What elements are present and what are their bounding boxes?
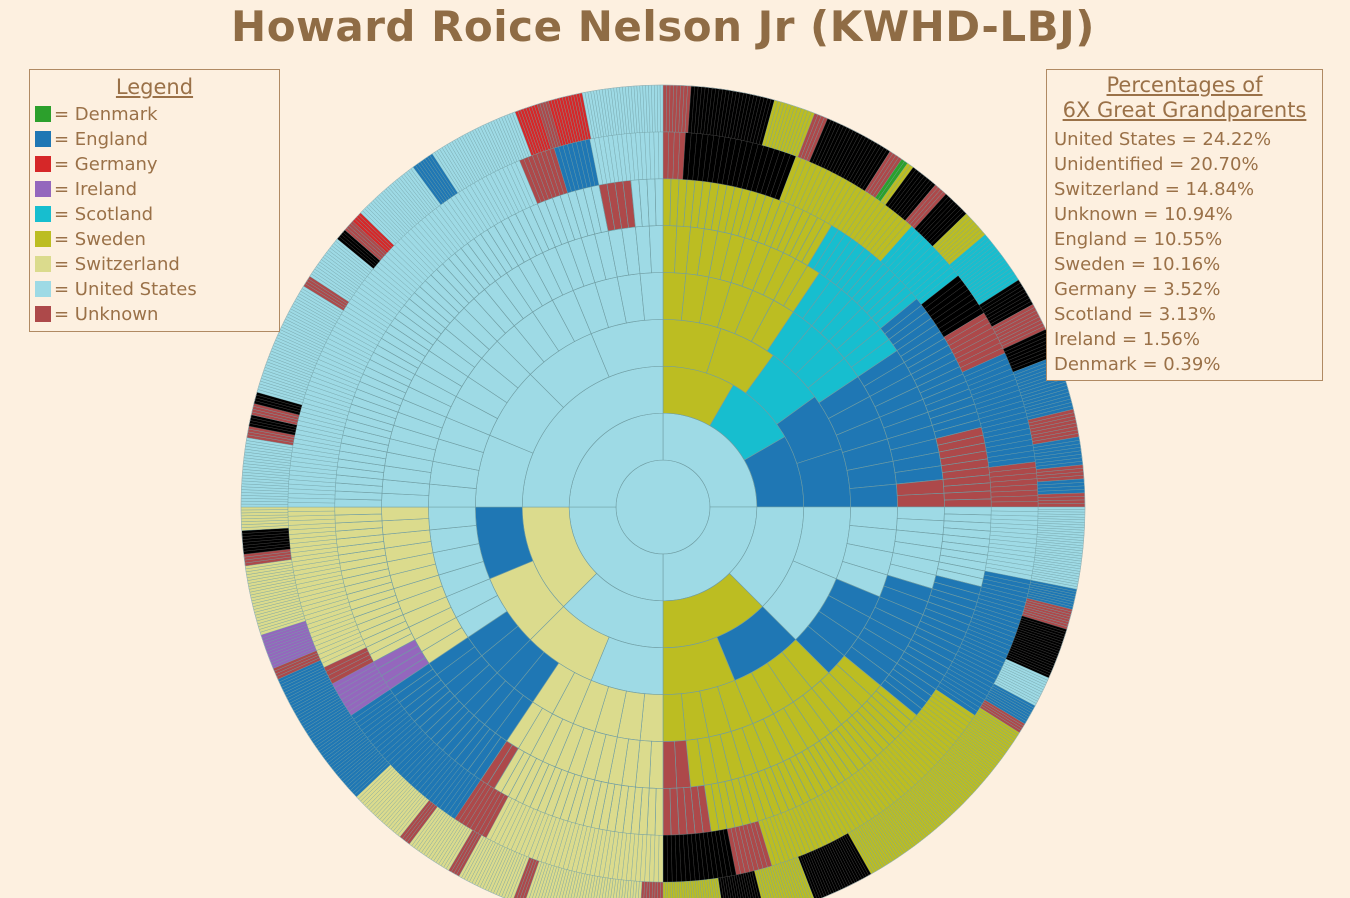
legend-swatch (35, 156, 51, 172)
legend-label: = Ireland (54, 179, 138, 200)
percentage-item: Switzerland = 14.84% (1054, 179, 1255, 200)
percentage-item: Scotland = 3.13% (1054, 304, 1216, 325)
sunburst-segment (658, 131, 664, 179)
sunburst-segment (991, 501, 1039, 508)
legend-item: = Scotland (30, 202, 279, 227)
percentage-item: Ireland = 1.56% (1054, 329, 1200, 350)
legend-label: = England (54, 129, 148, 150)
percentage-item: Germany = 3.52% (1054, 279, 1221, 300)
legend-swatch (35, 131, 51, 147)
legend-swatch (35, 106, 51, 122)
legend-label: = Germany (54, 154, 158, 175)
sunburst-segment (662, 84, 667, 133)
sunburst-segment (665, 881, 668, 898)
percentages-box: Percentages of 6X Great Grandparents Uni… (1046, 69, 1323, 381)
legend-item: = Unknown (30, 302, 279, 327)
legend-item: = Germany (30, 152, 279, 177)
percentage-item: England = 10.55% (1054, 229, 1223, 250)
legend-item: = England (30, 127, 279, 152)
legend-label: = Switzerland (54, 254, 180, 275)
sunburst-segment (334, 506, 383, 516)
legend-item: = United States (30, 277, 279, 302)
sunburst-segment (1037, 499, 1086, 505)
legend-item: = Denmark (30, 102, 279, 127)
sunburst-segment (943, 498, 992, 508)
sunburst-segment (662, 881, 666, 898)
sunburst-segment (991, 506, 1039, 512)
sunburst-segment (896, 492, 945, 508)
percentage-item: United States = 24.22% (1054, 129, 1272, 150)
legend-swatch (35, 206, 51, 222)
percentages-title: Percentages of 6X Great Grandparents (1047, 73, 1322, 123)
sunburst-segment (658, 835, 664, 883)
percentage-item: Sweden = 10.16% (1054, 254, 1221, 275)
legend-item: = Ireland (30, 177, 279, 202)
percentages-title-line2: 6X Great Grandparents (1062, 98, 1307, 122)
sunburst-segment (381, 506, 430, 522)
legend-item: = Switzerland (30, 252, 279, 277)
legend-swatch (35, 256, 51, 272)
sunburst-segment (662, 787, 672, 836)
sunburst-segment (287, 506, 335, 512)
sunburst-segment (654, 178, 664, 227)
legend-title: Legend (115, 75, 194, 99)
sunburst-root (615, 459, 711, 555)
legend-label: = Scotland (54, 204, 154, 225)
legend-label: = Sweden (54, 229, 146, 250)
legend-swatch (35, 181, 51, 197)
percentage-item: Unknown = 10.94% (1054, 204, 1233, 225)
legend-swatch (35, 231, 51, 247)
percentages-list: United States = 24.22% Unidentified = 20.… (1047, 127, 1322, 377)
legend-items: = Denmark = England = Germany = Ireland = Sc… (30, 102, 279, 327)
sunburst-segment (648, 225, 664, 274)
sunburst-segment (662, 131, 669, 179)
legend-label: = United States (54, 279, 197, 300)
sunburst-segment (1037, 503, 1086, 508)
sunburst-segment (287, 502, 335, 508)
sunburst-rim (240, 84, 1086, 898)
legend-item: = Sweden (30, 227, 279, 252)
sunburst-segment (659, 84, 664, 133)
legend-label: = Unknown (54, 304, 159, 325)
percentages-title-line1: Percentages of (1106, 73, 1263, 97)
sunburst-segment (662, 835, 668, 883)
legend-label: = Denmark (54, 104, 158, 125)
sunburst-segment (657, 84, 661, 133)
sunburst-segment (240, 509, 289, 514)
sunburst-wedges (240, 84, 1086, 898)
percentage-item: Unidentified = 20.70% (1054, 154, 1259, 175)
sunburst-segment (240, 506, 289, 511)
legend-swatch (35, 281, 51, 297)
legend-box: Legend = Denmark = England = Germany = Irel… (29, 69, 280, 332)
sunburst-segment (662, 740, 678, 789)
legend-swatch (35, 306, 51, 322)
chart-title: Howard Roice Nelson Jr (KWHD-LBJ) (231, 2, 1095, 51)
percentage-item: Denmark = 0.39% (1054, 354, 1221, 375)
